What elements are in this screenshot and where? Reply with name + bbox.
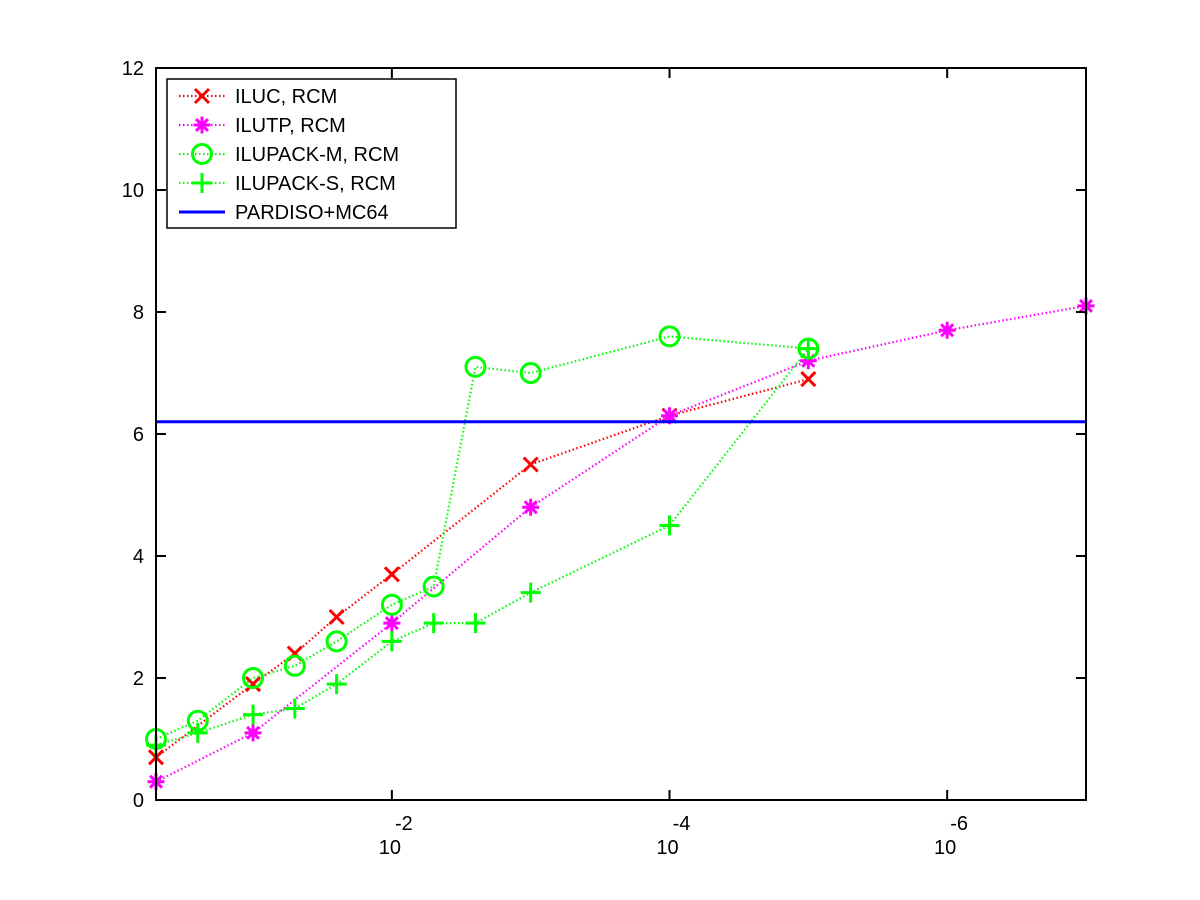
legend-marker-2	[191, 143, 213, 165]
data-point-1-2	[383, 614, 401, 632]
legend-label-4: PARDISO+MC64	[235, 202, 389, 224]
legend-label-1: ILUTP, RCM	[235, 115, 346, 137]
legend-marker-0	[193, 87, 211, 105]
data-point-1-1	[244, 724, 262, 742]
legend-entry-1: ILUTP, RCM	[179, 115, 346, 137]
data-point-3-1	[187, 722, 208, 743]
legend-marker-3	[192, 173, 212, 193]
data-point-2-3	[283, 654, 306, 677]
data-point-1-4	[661, 407, 679, 425]
data-point-2-8	[519, 362, 542, 384]
data-point-3-5	[381, 631, 402, 652]
x-tick-exponent-1: -4	[673, 813, 691, 835]
data-point-1-3	[522, 498, 540, 516]
data-point-3-7	[465, 613, 486, 634]
data-point-1-6	[938, 321, 956, 339]
x-tick-base-1: 10	[656, 837, 678, 859]
data-point-0-1	[244, 676, 262, 693]
data-point-2-7	[464, 355, 487, 378]
series-layer	[145, 297, 1095, 791]
data-point-3-4	[326, 674, 347, 695]
data-point-3-3	[284, 698, 305, 719]
y-tick-label-1: 2	[133, 668, 144, 690]
data-point-3-8	[520, 582, 541, 603]
legend-label-3: ILUPACK-S, RCM	[235, 173, 396, 195]
series-line-2	[155, 335, 809, 741]
x-tick-base-2: 10	[934, 837, 956, 859]
data-point-3-2	[243, 704, 264, 725]
legend-entry-3: ILUPACK-S, RCM	[179, 173, 396, 195]
data-point-3-6	[423, 613, 444, 634]
data-point-2-6	[422, 575, 445, 598]
y-tick-label-4: 8	[133, 302, 144, 324]
y-tick-label-0: 0	[133, 790, 144, 812]
legend-marker-1	[193, 116, 211, 134]
legend-entry-2: ILUPACK-M, RCM	[179, 143, 399, 166]
series-line-3	[155, 347, 810, 747]
data-point-0-7	[800, 371, 817, 388]
data-point-0-5	[522, 456, 539, 473]
legend: ILUC, RCM ILUTP, RCM ILUPACK-M, RCM ILUPACK…	[166, 78, 457, 229]
y-tick-label-5: 10	[122, 180, 144, 202]
x-tick-base-0: 10	[379, 837, 401, 859]
data-point-2-2	[242, 667, 265, 689]
data-point-0-4	[383, 566, 400, 583]
legend-entry-4: PARDISO+MC64	[179, 202, 389, 224]
data-point-0-3	[328, 608, 345, 626]
series-line-1	[155, 304, 1087, 783]
data-point-1-5	[799, 352, 817, 370]
data-point-2-4	[325, 630, 348, 653]
y-tick-label-2: 4	[133, 546, 144, 568]
data-point-2-9	[658, 325, 681, 348]
legend-entry-0: ILUC, RCM	[179, 86, 337, 108]
y-tick-label-6: 12	[122, 58, 144, 80]
data-point-3-9	[659, 515, 680, 536]
y-tick-label-3: 6	[133, 424, 144, 446]
data-point-3-10	[798, 338, 819, 359]
x-tick-exponent-2: -6	[950, 813, 968, 835]
legend-label-2: ILUPACK-M, RCM	[235, 144, 399, 166]
data-point-2-5	[380, 593, 403, 616]
legend-label-0: ILUC, RCM	[235, 86, 337, 108]
x-tick-exponent-0: -2	[395, 813, 413, 835]
